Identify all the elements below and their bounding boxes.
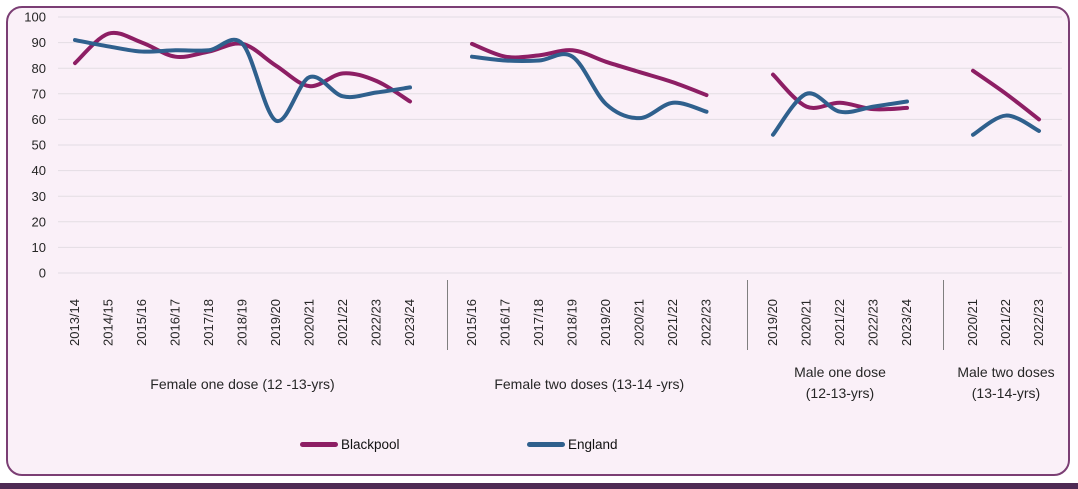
x-axis-tick-label: 2020/21	[302, 299, 317, 346]
x-axis-tick-label: 2018/19	[565, 299, 580, 346]
y-axis-tick-label: 0	[39, 266, 46, 281]
x-axis-tick-label: 2021/22	[335, 299, 350, 346]
x-axis-tick-label: 2013/14	[67, 299, 82, 346]
x-axis-tick-label: 2022/23	[866, 299, 881, 346]
panel-group-label: Male one dose	[794, 364, 886, 380]
x-axis-tick-label: 2022/23	[369, 299, 384, 346]
series-line-blackpool-panel-3	[771, 72, 909, 112]
panel-group-label: Male two doses	[957, 364, 1054, 380]
series-line-england-panel-3	[771, 91, 909, 137]
panel-group-label: (12-13-yrs)	[806, 385, 874, 401]
x-axis-tick-label: 2021/22	[665, 299, 680, 346]
legend-item-blackpool: Blackpool	[300, 436, 400, 453]
legend-swatch-england	[527, 442, 565, 447]
panel-group-label: (13-14-yrs)	[972, 385, 1040, 401]
legend-swatch-blackpool	[300, 442, 338, 447]
x-axis-tick-label: 2015/16	[134, 299, 149, 346]
panel-group-label: Female one dose (12 -13-yrs)	[150, 376, 334, 392]
x-axis-tick-label: 2022/23	[1031, 299, 1046, 346]
y-axis-tick-label: 30	[32, 189, 46, 204]
x-axis-tick-label: 2019/20	[268, 299, 283, 346]
series-line-england-panel-1	[73, 37, 412, 123]
x-axis-tick-label: 2016/17	[168, 299, 183, 346]
y-axis-tick-label: 60	[32, 112, 46, 127]
series-line-england-panel-4	[971, 113, 1041, 137]
x-axis-tick-label: 2014/15	[101, 299, 116, 346]
y-axis-tick-label: 70	[32, 86, 46, 101]
x-axis-tick-label: 2021/22	[998, 299, 1013, 346]
y-axis-tick-label: 10	[32, 240, 46, 255]
x-axis-tick-label: 2017/18	[201, 299, 216, 346]
series-line-blackpool-panel-2	[470, 41, 709, 98]
legend-item-england: England	[527, 436, 618, 453]
x-axis-tick-label: 2020/21	[799, 299, 814, 346]
x-axis-tick-label: 2020/21	[965, 299, 980, 346]
y-axis-tick-label: 40	[32, 163, 46, 178]
y-axis-tick-label: 20	[32, 214, 46, 229]
x-axis-tick-label: 2021/22	[832, 299, 847, 346]
legend-label-blackpool: Blackpool	[341, 437, 400, 452]
x-axis-tick-label: 2022/23	[699, 299, 714, 346]
y-axis-tick-label: 100	[24, 10, 46, 25]
series-line-blackpool-panel-4	[971, 68, 1041, 122]
x-axis-tick-label: 2016/17	[498, 299, 513, 346]
chart-frame	[6, 6, 1070, 476]
x-axis-tick-label: 2019/20	[598, 299, 613, 346]
y-axis-tick-label: 80	[32, 61, 46, 76]
x-axis-tick-label: 2019/20	[765, 299, 780, 346]
x-axis-tick-label: 2023/24	[402, 299, 417, 346]
bottom-accent-bar	[0, 483, 1078, 489]
legend-label-england: England	[568, 437, 618, 452]
series-line-england-panel-2	[470, 52, 709, 121]
panel-group-label: Female two doses (13-14 -yrs)	[494, 376, 684, 392]
y-axis-tick-label: 90	[32, 35, 46, 50]
x-axis-tick-label: 2017/18	[531, 299, 546, 346]
x-axis-tick-label: 2015/16	[464, 299, 479, 346]
y-axis-tick-label: 50	[32, 138, 46, 153]
x-axis-tick-label: 2020/21	[632, 299, 647, 346]
x-axis-tick-label: 2023/24	[899, 299, 914, 346]
x-axis-tick-label: 2018/19	[235, 299, 250, 346]
